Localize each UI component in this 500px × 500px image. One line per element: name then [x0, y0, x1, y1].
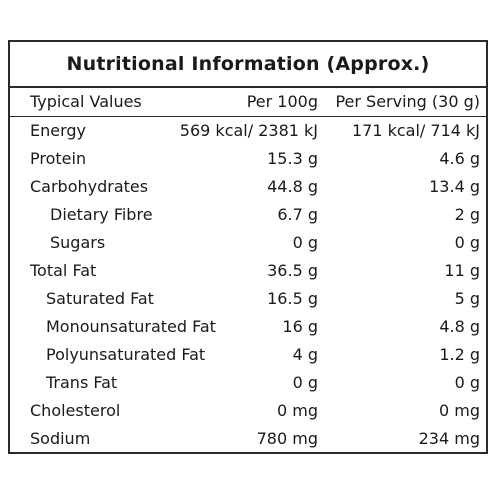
row-per-100g: 36.5 g — [267, 261, 318, 280]
row-per-serving: 4.8 g — [439, 317, 480, 336]
row-label: Carbohydrates — [30, 177, 149, 196]
row-label: Polyunsaturated Fat — [46, 345, 206, 364]
row-per-serving: 4.6 g — [439, 149, 480, 168]
row-carbohydrates: Carbohydrates 44.8 g 13.4 g — [10, 173, 486, 201]
row-label: Saturated Fat — [46, 289, 154, 308]
row-per-100g: 569 kcal/ 2381 kJ — [179, 121, 318, 140]
row-label: Monounsaturated Fat — [46, 317, 216, 336]
header-per-100g: Per 100g — [246, 92, 318, 111]
row-label: Protein — [30, 149, 87, 168]
row-per-100g: 4 g — [292, 345, 318, 364]
row-label: Sugars — [50, 233, 106, 252]
table-body: Typical Values Per 100g Per Serving (30 … — [10, 88, 486, 453]
row-label: Trans Fat — [46, 373, 118, 392]
row-per-serving: 0 g — [454, 233, 480, 252]
row-energy: Energy 569 kcal/ 2381 kJ 171 kcal/ 714 k… — [10, 117, 486, 145]
row-per-100g: 44.8 g — [267, 177, 318, 196]
header-typical-values: Typical Values — [30, 92, 142, 111]
row-polyunsaturated-fat: Polyunsaturated Fat 4 g 1.2 g — [10, 341, 486, 369]
row-per-serving: 2 g — [454, 205, 480, 224]
nutrition-table: Nutritional Information (Approx.) Typica… — [8, 40, 488, 454]
row-per-serving: 171 kcal/ 714 kJ — [351, 121, 480, 140]
row-per-100g: 15.3 g — [267, 149, 318, 168]
row-label: Energy — [30, 121, 87, 140]
row-per-serving: 1.2 g — [439, 345, 480, 364]
row-per-serving: 11 g — [444, 261, 480, 280]
row-dietary-fibre: Dietary Fibre 6.7 g 2 g — [10, 201, 486, 229]
row-per-100g: 16.5 g — [267, 289, 318, 308]
row-total-fat: Total Fat 36.5 g 11 g — [10, 257, 486, 285]
row-per-100g: 0 g — [292, 373, 318, 392]
row-per-serving: 0 g — [454, 373, 480, 392]
row-label: Cholesterol — [30, 401, 121, 420]
row-per-100g: 780 mg — [256, 429, 318, 448]
row-per-100g: 0 mg — [276, 401, 318, 420]
row-label: Dietary Fibre — [50, 205, 153, 224]
row-per-100g: 16 g — [282, 317, 318, 336]
row-per-serving: 0 mg — [438, 401, 480, 420]
header-row: Typical Values Per 100g Per Serving (30 … — [10, 88, 486, 117]
table-title: Nutritional Information (Approx.) — [10, 42, 486, 88]
row-per-serving: 5 g — [454, 289, 480, 308]
header-per-serving: Per Serving (30 g) — [335, 92, 480, 111]
row-label: Sodium — [30, 429, 91, 448]
row-cholesterol: Cholesterol 0 mg 0 mg — [10, 397, 486, 425]
row-label: Total Fat — [30, 261, 97, 280]
row-per-100g: 0 g — [292, 233, 318, 252]
row-per-serving: 234 mg — [418, 429, 480, 448]
row-monounsaturated-fat: Monounsaturated Fat 16 g 4.8 g — [10, 313, 486, 341]
row-trans-fat: Trans Fat 0 g 0 g — [10, 369, 486, 397]
row-protein: Protein 15.3 g 4.6 g — [10, 145, 486, 173]
row-sodium: Sodium 780 mg 234 mg — [10, 425, 486, 453]
row-sugars: Sugars 0 g 0 g — [10, 229, 486, 257]
row-per-100g: 6.7 g — [277, 205, 318, 224]
row-saturated-fat: Saturated Fat 16.5 g 5 g — [10, 285, 486, 313]
row-per-serving: 13.4 g — [429, 177, 480, 196]
